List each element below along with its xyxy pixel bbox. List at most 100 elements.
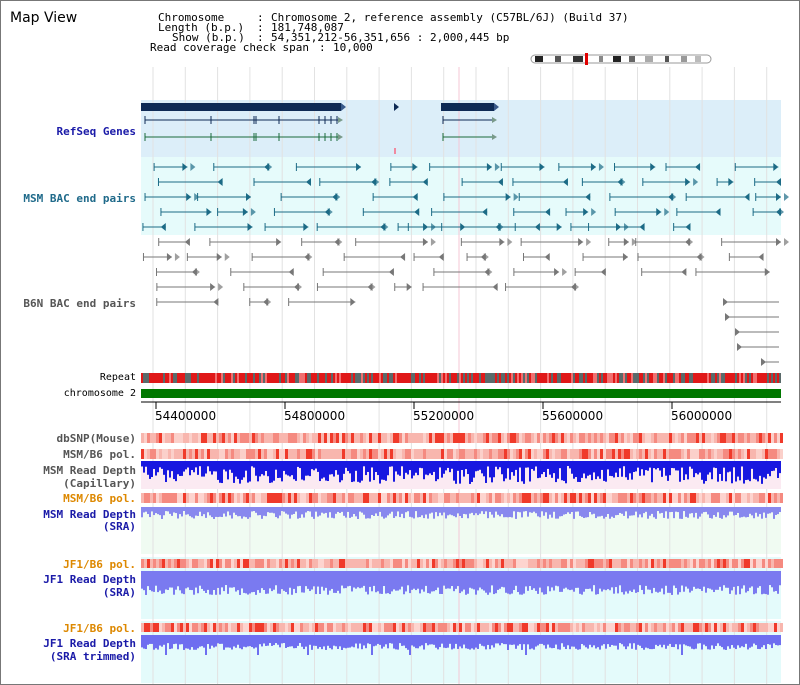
msm-b6-pol-cell: [588, 449, 591, 459]
jf1-b6-pol-cell: [612, 559, 615, 568]
track-label-jf1-b6-pol-2[interactable]: JF1/B6 pol.: [63, 622, 136, 635]
dbsnp-cell: [468, 433, 471, 443]
depth-sra-bar: [557, 507, 559, 519]
msm-b6-pol-cell: [354, 493, 357, 503]
depth-jf1-trim-bar: [443, 635, 445, 648]
dbsnp-cell: [462, 433, 465, 443]
depth-jf1-bar: [355, 571, 357, 589]
msm-b6-pol-cell: [276, 493, 279, 503]
depth-sra-bar: [481, 507, 483, 512]
depth-jf1-trim-bar: [241, 635, 243, 650]
msm-b6-pol-cell: [588, 493, 591, 503]
depth-jf1-trim-bar: [705, 635, 707, 647]
depth-jf1-bar: [701, 571, 703, 591]
depth-jf1-trim-bar: [771, 635, 773, 649]
depth-sra-bar: [519, 507, 521, 513]
b6n-bac-arrow: [307, 253, 313, 261]
depth-sra-bar: [359, 507, 361, 512]
depth-jf1-trim-bar: [195, 635, 197, 650]
chromosome-ideogram[interactable]: [529, 53, 713, 65]
depth-jf1-bar: [653, 571, 655, 588]
jf1-b6-pol-cell: [567, 623, 570, 632]
jf1-b6-pol-cell: [426, 623, 429, 632]
jf1-b6-pol-cell: [483, 559, 486, 568]
jf1-b6-pol-cell: [366, 623, 369, 632]
track-label-msm-depth-sra[interactable]: MSM Read Depth: [43, 508, 136, 521]
jf1-b6-pol-cell: [333, 559, 336, 568]
jf1-b6-pol-cell: [264, 623, 267, 632]
depth-sra-bar: [179, 507, 181, 515]
repeat-segment: [631, 373, 633, 383]
jf1-b6-pol-cell: [288, 623, 291, 632]
depth-jf1-trim-bar: [519, 635, 521, 645]
depth-sra-bar: [299, 507, 301, 518]
msm-b6-pol-cell: [324, 449, 327, 459]
track-label-msm-depth-capillary[interactable]: MSM Read Depth: [43, 464, 136, 477]
repeat-segment: [321, 373, 323, 383]
depth-jf1-bar: [739, 571, 741, 595]
jf1-b6-pol-cell: [327, 559, 330, 568]
depth-jf1-bar: [281, 571, 283, 590]
msm-bac-arrow: [306, 178, 312, 186]
track-label-msm-b6-pol-1[interactable]: MSM/B6 pol.: [63, 448, 136, 461]
repeat-segment: [617, 373, 619, 383]
repeat-segment: [525, 373, 527, 383]
track-label-msm-bac[interactable]: MSM BAC end pairs: [23, 192, 136, 205]
depth-sra-bar: [559, 507, 561, 517]
dbsnp-cell: [306, 433, 309, 443]
depth-jf1-bar: [231, 571, 233, 588]
track-label-b6n-bac[interactable]: B6N BAC end pairs: [23, 297, 136, 310]
b6n-bac-arrow: [194, 268, 200, 276]
depth-capillary-bar: [237, 461, 239, 479]
jf1-b6-pol-cell: [408, 623, 411, 632]
depth-jf1-trim-bar: [725, 635, 727, 650]
jf1-b6-pol-cell: [180, 623, 183, 632]
depth-jf1-bar: [315, 571, 317, 595]
msm-b6-pol-cell: [294, 493, 297, 503]
jf1-b6-pol-cell: [648, 559, 651, 568]
msm-b6-pol-cell: [447, 493, 450, 503]
msm-b6-pol-cell: [381, 493, 384, 503]
depth-jf1-trim-bar: [583, 635, 585, 646]
dbsnp-cell: [444, 433, 447, 443]
depth-sra-bar: [253, 507, 255, 512]
b6n-bac-arrow: [297, 283, 303, 291]
jf1-b6-pol-cell: [528, 559, 531, 568]
repeat-segment: [231, 373, 233, 383]
jf1-b6-pol-cell: [738, 623, 741, 632]
jf1-b6-pol-cell: [666, 623, 669, 632]
depth-capillary-bar: [171, 461, 173, 472]
depth-jf1-bar: [269, 571, 271, 589]
depth-jf1-trim-bar: [537, 635, 539, 646]
jf1-b6-pol-cell: [486, 559, 489, 568]
jf1-b6-pol-cell: [465, 559, 468, 568]
depth-sra-bar: [607, 507, 609, 514]
msm-b6-pol-cell: [450, 493, 453, 503]
track-label-jf1-depth-sra[interactable]: JF1 Read Depth: [43, 573, 136, 586]
track-label-refseq-genes[interactable]: RefSeq Genes: [56, 125, 136, 138]
depth-capillary-bar: [303, 461, 305, 481]
repeat-segment: [697, 373, 699, 383]
depth-jf1-trim-bar: [373, 635, 375, 647]
depth-capillary-bar: [445, 461, 447, 471]
track-label-msm-b6-pol-2[interactable]: MSM/B6 pol.: [63, 492, 136, 505]
repeat-segment: [593, 373, 595, 383]
jf1-b6-pol-cell: [492, 559, 495, 568]
track-label-jf1-depth-trim[interactable]: JF1 Read Depth: [43, 637, 136, 650]
dbsnp-cell: [297, 433, 300, 443]
jf1-b6-pol-cell: [498, 559, 501, 568]
depth-jf1-bar: [533, 571, 535, 589]
dbsnp-cell: [435, 433, 438, 443]
jf1-b6-pol-cell: [255, 559, 258, 568]
track-label-dbsnp[interactable]: dbSNP(Mouse): [56, 432, 136, 445]
depth-jf1-trim-bar: [351, 635, 353, 647]
depth-capillary-bar: [299, 461, 301, 469]
jf1-b6-pol-cell: [603, 623, 606, 632]
depth-capillary-bar: [725, 461, 727, 482]
depth-sra-bar: [325, 507, 327, 513]
depth-sra-bar: [265, 507, 267, 517]
depth-jf1-trim-bar: [437, 635, 439, 650]
track-label-jf1-b6-pol-1[interactable]: JF1/B6 pol.: [63, 558, 136, 571]
msm-b6-pol-cell: [669, 449, 672, 459]
depth-capillary-bar: [391, 461, 393, 467]
